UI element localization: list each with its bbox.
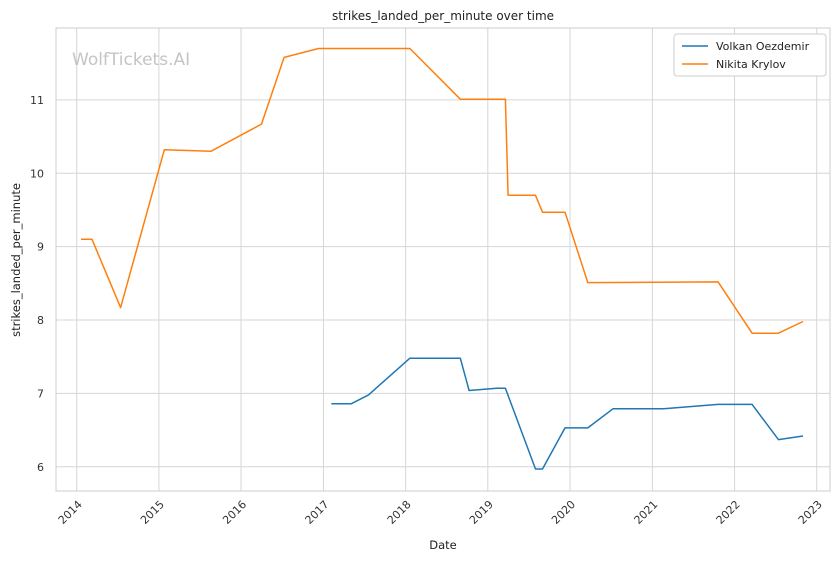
y-tick-label: 11 bbox=[30, 94, 44, 107]
y-tick-label: 6 bbox=[37, 461, 44, 474]
x-axis-ticks: 2014 2015 2016 2017 2018 2019 2020 2021 2022 2023 bbox=[56, 498, 825, 527]
grid bbox=[56, 28, 830, 491]
y-axis-title: strikes_landed_per_minute bbox=[9, 183, 23, 337]
y-axis-ticks: 6 7 8 9 10 11 bbox=[30, 94, 44, 474]
plot-frame bbox=[55, 27, 831, 492]
watermark: WolfTickets.AI bbox=[72, 50, 190, 70]
legend: Volkan Oezdemir Nikita Krylov bbox=[673, 33, 827, 77]
legend-box bbox=[673, 33, 827, 77]
x-axis-title: Date bbox=[429, 538, 457, 552]
chart-title: strikes_landed_per_minute over time bbox=[332, 9, 554, 23]
y-tick-label: 10 bbox=[30, 167, 44, 180]
series-line-volkan-oezdemir bbox=[331, 357, 804, 470]
legend-label-nikita: Nikita Krylov bbox=[716, 58, 786, 71]
legend-label-volkan: Volkan Oezdemir bbox=[716, 40, 810, 53]
y-tick-label: 9 bbox=[37, 241, 44, 254]
series-layer bbox=[81, 47, 804, 470]
series-line-nikita-krylov bbox=[81, 47, 804, 334]
y-tick-label: 8 bbox=[37, 314, 44, 327]
y-tick-label: 7 bbox=[37, 387, 44, 400]
